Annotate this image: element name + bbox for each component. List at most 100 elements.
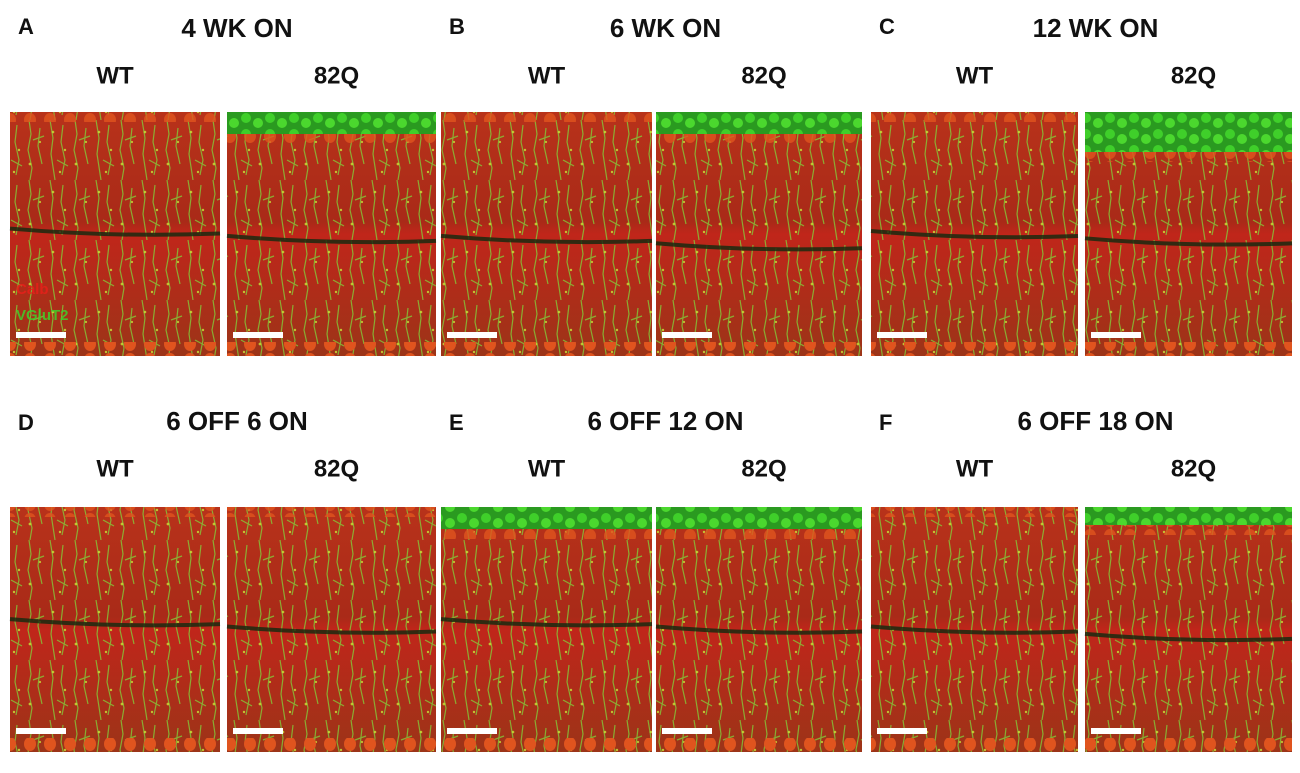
scale-bar: [16, 332, 66, 338]
purkinje-row: [1085, 342, 1292, 356]
purkinje-row: [656, 134, 862, 144]
fiber-layer: [656, 112, 862, 356]
fiber-layer: [441, 507, 652, 752]
column-label: WT: [956, 455, 994, 482]
purkinje-row: [10, 342, 220, 356]
purkinje-row: [871, 738, 1078, 752]
purkinje-row: [441, 738, 652, 752]
column-label: 82Q: [741, 455, 786, 482]
purkinje-row: [1085, 525, 1292, 535]
fissure: [655, 241, 863, 252]
micrograph: [440, 507, 653, 752]
column-label: WT: [96, 455, 134, 482]
panel-title: 6 OFF 12 ON: [587, 406, 743, 436]
panel-title: 12 WK ON: [1033, 13, 1159, 43]
fiber-layer: [10, 507, 220, 752]
micrograph: [9, 112, 221, 356]
scale-bar: [16, 728, 66, 734]
purkinje-row: [441, 112, 652, 122]
scale-bar: [447, 332, 497, 338]
fissure: [870, 229, 1079, 240]
purkinje-row: [227, 134, 436, 144]
purkinje-row: [227, 342, 436, 356]
scale-bar: [1091, 332, 1141, 338]
granule-layer: [227, 112, 436, 134]
purkinje-row: [441, 529, 652, 539]
purkinje-row: [441, 342, 652, 356]
purkinje-row: [227, 738, 436, 752]
panel-letter: B: [449, 14, 465, 39]
fissure: [1084, 631, 1293, 643]
purkinje-row: [10, 112, 220, 122]
purkinje-row: [10, 738, 220, 752]
panel-title: 6 WK ON: [610, 13, 721, 43]
micrograph: [1084, 112, 1293, 356]
column-label: 82Q: [1171, 62, 1216, 89]
fiber-layer: [441, 112, 652, 356]
micrograph: [655, 112, 863, 356]
purkinje-row: [1085, 152, 1292, 162]
micrograph: [1084, 507, 1293, 752]
panel-title: 4 WK ON: [181, 13, 292, 43]
purkinje-row: [871, 342, 1078, 356]
granule-layer: [441, 507, 652, 529]
micrograph: [440, 112, 653, 356]
purkinje-row: [871, 112, 1078, 122]
panel-letter: A: [18, 14, 34, 39]
column-label: 82Q: [314, 455, 359, 482]
micrograph: [226, 112, 437, 356]
panel-letter: C: [879, 14, 895, 39]
fissure: [9, 226, 221, 237]
micrograph: [9, 507, 221, 752]
purkinje-row: [656, 529, 862, 539]
fiber-layer: [1085, 507, 1292, 752]
fiber-layer: [227, 112, 436, 356]
panel-letter: F: [879, 410, 892, 435]
panel-title: 6 OFF 18 ON: [1017, 406, 1173, 436]
scale-bar: [662, 332, 712, 338]
granule-layer: [656, 112, 862, 134]
column-label: WT: [96, 62, 134, 89]
column-label: 82Q: [314, 62, 359, 89]
fissure: [9, 617, 221, 628]
scale-bar: [877, 728, 927, 734]
granule-layer: [656, 507, 862, 529]
panel-title: 6 OFF 6 ON: [166, 406, 308, 436]
fissure: [655, 624, 863, 635]
column-label: WT: [528, 455, 566, 482]
granule-layer: [1085, 507, 1292, 525]
scale-bar: [233, 728, 283, 734]
stain-label: VGluT2: [16, 307, 69, 324]
fissure: [440, 617, 653, 628]
column-label: WT: [956, 62, 994, 89]
column-label: 82Q: [1171, 455, 1216, 482]
purkinje-row: [656, 342, 862, 356]
scale-bar: [447, 728, 497, 734]
column-label: WT: [528, 62, 566, 89]
scale-bar: [1091, 728, 1141, 734]
scale-bar: [662, 728, 712, 734]
panel-letter: E: [449, 410, 464, 435]
granule-layer: [1085, 112, 1292, 152]
micrograph: [870, 507, 1079, 752]
scale-bar: [233, 332, 283, 338]
panel-letter: D: [18, 410, 34, 435]
panels: A 4 WK ON WT 82Q B 6 WK ON WT 82Q C 12 WK ON WT 82Q…: [9, 13, 1293, 752]
scale-bar: [877, 332, 927, 338]
column-label: 82Q: [741, 62, 786, 89]
micrograph: [226, 507, 437, 752]
fissure: [226, 233, 437, 245]
fissure: [1084, 236, 1293, 247]
purkinje-row: [227, 507, 436, 517]
fissure: [440, 233, 653, 245]
micrograph: [655, 507, 863, 752]
purkinje-row: [871, 507, 1078, 517]
purkinje-row: [1085, 738, 1292, 752]
fissure: [226, 624, 437, 635]
purkinje-row: [656, 738, 862, 752]
fissure: [870, 624, 1079, 635]
purkinje-row: [10, 507, 220, 517]
micrograph: [870, 112, 1079, 356]
